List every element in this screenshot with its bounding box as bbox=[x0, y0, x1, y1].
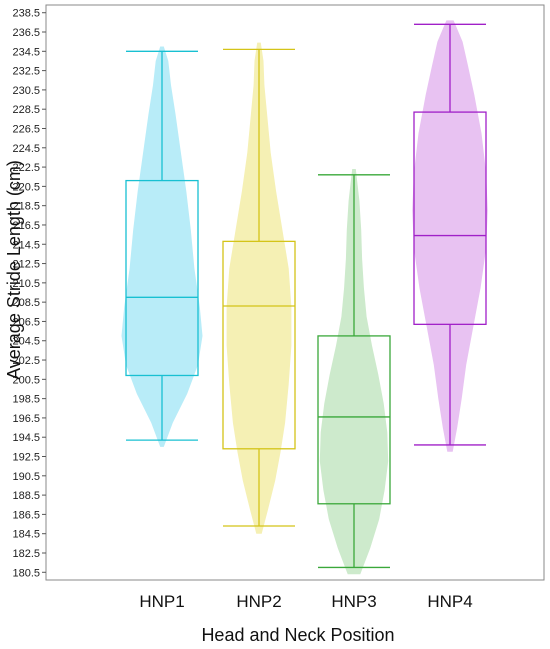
y-tick-label: 228.5 bbox=[12, 104, 40, 116]
y-axis-title: Average Stride Length (cm) bbox=[4, 160, 24, 380]
y-tick-label: 236.5 bbox=[12, 27, 40, 39]
y-tick-label: 214.5 bbox=[12, 239, 40, 251]
iqr-box-hnp2 bbox=[222, 240, 296, 450]
plot-frame bbox=[45, 4, 545, 581]
x-tick-label: HNP2 bbox=[236, 592, 281, 611]
y-tick-label: 210.5 bbox=[12, 278, 40, 290]
y-tick-label: 222.5 bbox=[12, 162, 40, 174]
y-tick-label: 218.5 bbox=[12, 201, 40, 213]
x-axis: HNP1 HNP2 HNP3 HNP4 bbox=[139, 592, 472, 611]
y-tick-label: 226.5 bbox=[12, 123, 40, 135]
x-tick-label: HNP4 bbox=[427, 592, 472, 611]
x-tick-label: HNP1 bbox=[139, 592, 184, 611]
y-tick-label: 238.5 bbox=[12, 8, 40, 20]
y-tick-label: 224.5 bbox=[12, 143, 40, 155]
y-tick-label: 180.5 bbox=[12, 567, 40, 579]
y-tick-label: 200.5 bbox=[12, 374, 40, 386]
iqr-box-hnp1 bbox=[125, 179, 199, 377]
x-tick-label: HNP3 bbox=[331, 592, 376, 611]
iqr-box-hnp4 bbox=[413, 111, 487, 325]
x-axis-title: Head and Neck Position bbox=[201, 625, 394, 645]
y-tick-label: 184.5 bbox=[12, 529, 40, 541]
y-tick-label: 220.5 bbox=[12, 181, 40, 193]
y-tick-label: 192.5 bbox=[12, 452, 40, 464]
y-tick-label: 212.5 bbox=[12, 259, 40, 271]
y-tick-label: 202.5 bbox=[12, 355, 40, 367]
y-tick-label: 182.5 bbox=[12, 548, 40, 560]
y-tick-label: 186.5 bbox=[12, 509, 40, 521]
y-tick-label: 198.5 bbox=[12, 394, 40, 406]
violin-hnp1 bbox=[121, 46, 203, 447]
iqr-box-hnp3 bbox=[317, 335, 391, 505]
y-tick-label: 232.5 bbox=[12, 66, 40, 78]
y-tick-label: 216.5 bbox=[12, 220, 40, 232]
y-tick-label: 188.5 bbox=[12, 490, 40, 502]
y-axis: 180.5 182.5 184.5 186.5 188.5 190.5 192.5 194.5… bbox=[12, 8, 46, 579]
box-layer bbox=[125, 23, 487, 569]
violin-hnp2 bbox=[226, 42, 292, 534]
y-tick-label: 190.5 bbox=[12, 471, 40, 483]
violin-hnp3 bbox=[319, 169, 389, 575]
y-tick-label: 194.5 bbox=[12, 432, 40, 444]
y-tick-label: 196.5 bbox=[12, 413, 40, 425]
y-tick-label: 206.5 bbox=[12, 316, 40, 328]
y-tick-label: 208.5 bbox=[12, 297, 40, 309]
y-tick-label: 230.5 bbox=[12, 85, 40, 97]
y-tick-label: 204.5 bbox=[12, 336, 40, 348]
y-tick-label: 234.5 bbox=[12, 46, 40, 58]
